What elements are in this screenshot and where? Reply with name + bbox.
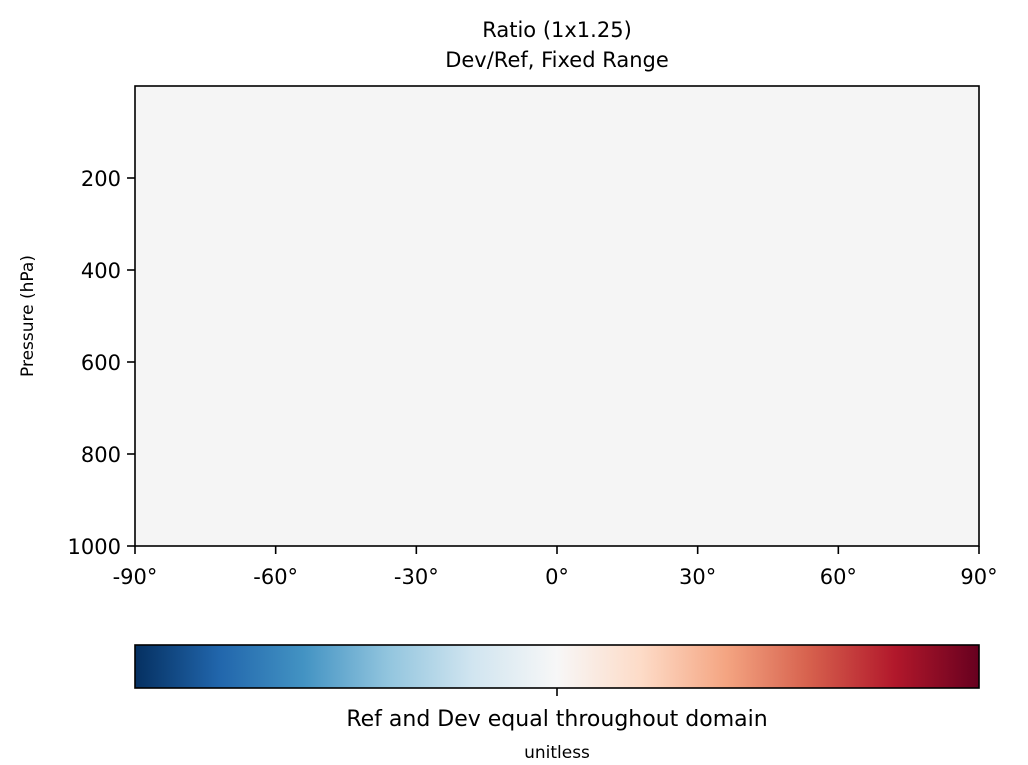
chart-title: Ratio (1x1.25) <box>482 18 632 42</box>
y-tick-label: 600 <box>81 351 121 375</box>
colorbar <box>134 644 980 689</box>
y-tick-label: 800 <box>81 443 121 467</box>
x-tick-label: -30° <box>394 565 439 589</box>
x-tick-label: 60° <box>820 565 857 589</box>
x-tick-label: 0° <box>545 565 569 589</box>
y-tick-label: 400 <box>81 259 121 283</box>
plot-field <box>135 86 979 546</box>
x-axis: -90° -60° -30° 0° 30° 60° 90° <box>113 546 998 589</box>
x-tick-label: -90° <box>113 565 158 589</box>
y-tick-label: 200 <box>81 167 121 191</box>
y-tick-label: 1000 <box>68 535 121 559</box>
y-axis: 200 400 600 800 1000 <box>68 167 135 559</box>
chart-subtitle: Dev/Ref, Fixed Range <box>445 48 669 72</box>
x-tick-label: 90° <box>960 565 997 589</box>
x-tick-label: -60° <box>253 565 298 589</box>
colorbar-label: Ref and Dev equal throughout domain <box>346 707 767 732</box>
x-tick-label: 30° <box>679 565 716 589</box>
colorbar-units: unitless <box>524 743 590 763</box>
y-axis-label: Pressure (hPa) <box>18 255 38 377</box>
